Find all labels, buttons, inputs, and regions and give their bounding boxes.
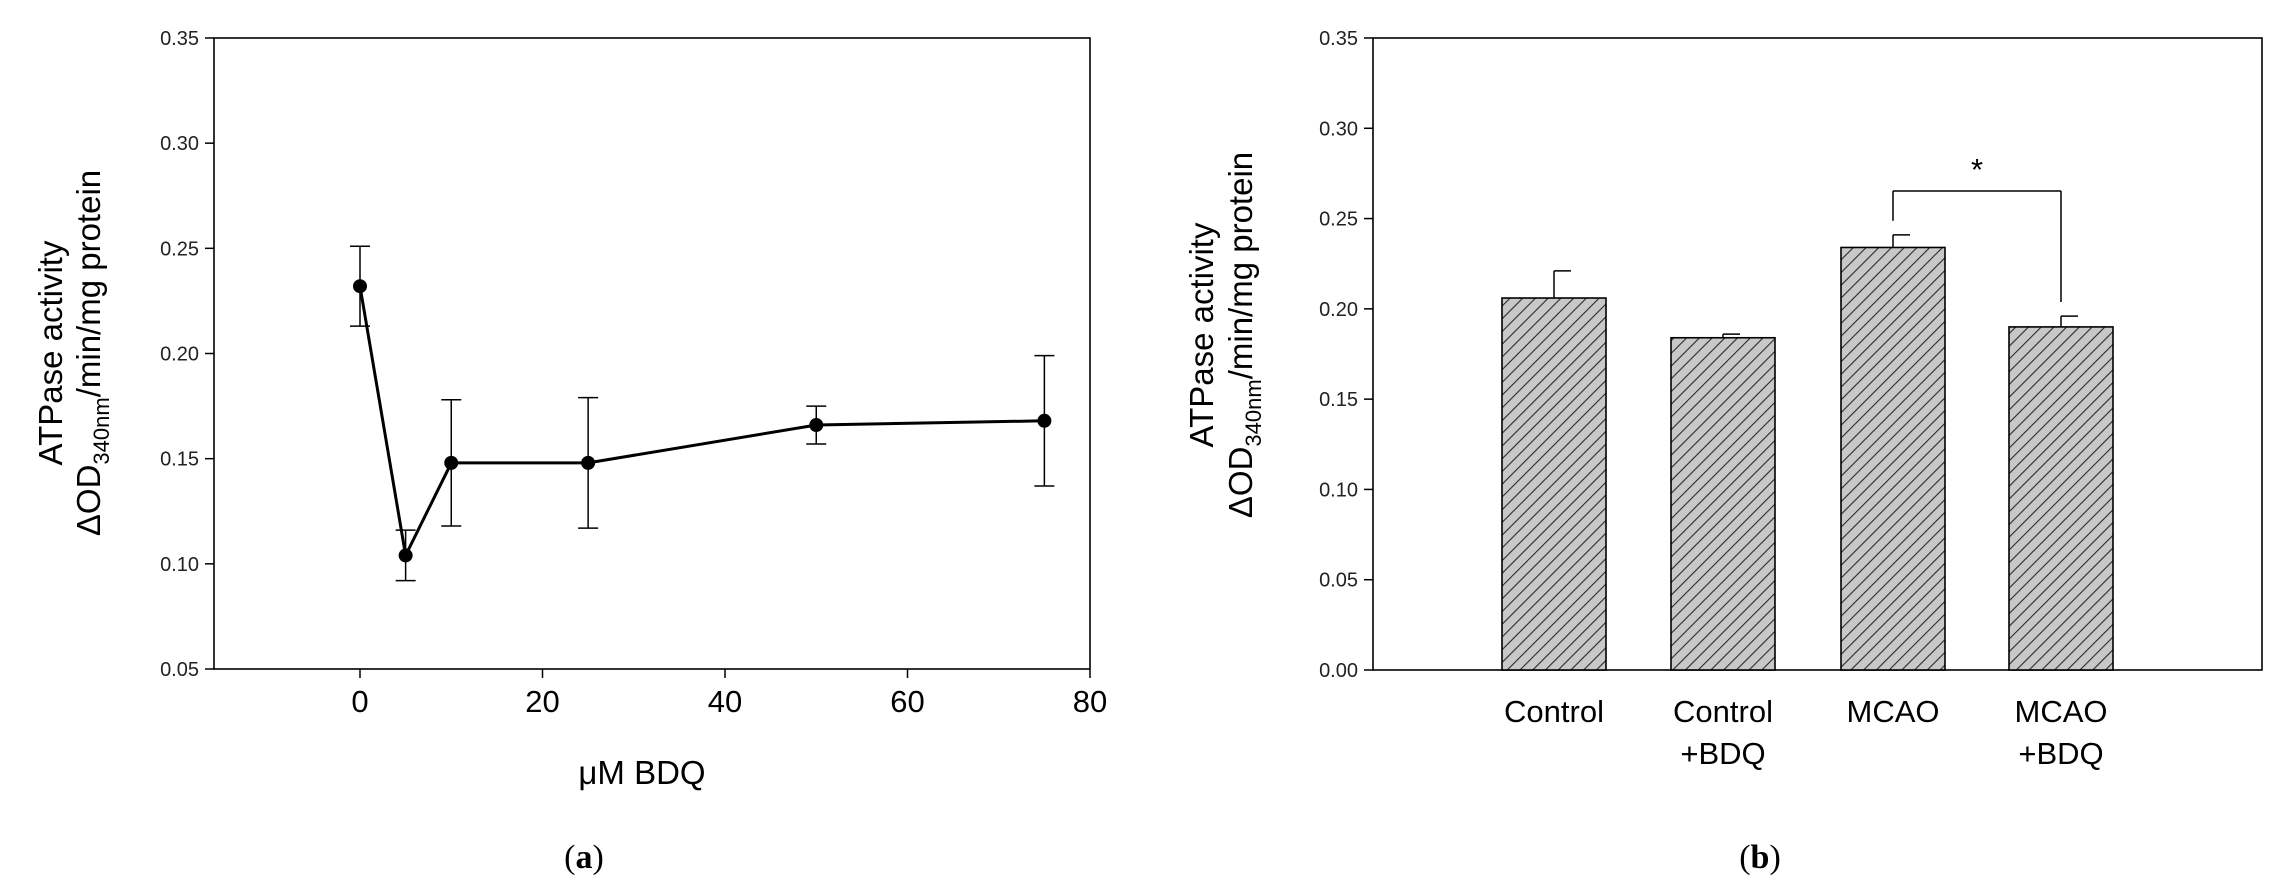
chart-a-plot-frame: [213, 37, 1091, 670]
chart-a-ytick-label: 0.35: [160, 28, 199, 50]
chart-b-bar: [1840, 246, 1946, 671]
chart-a-data-point: [809, 418, 824, 433]
chart-a-xtick-label: 20: [525, 684, 559, 719]
chart-b-category-label: MCAO: [1847, 694, 1940, 729]
chart-a-ytick-label: 0.10: [160, 554, 199, 576]
chart-b-y-axis: 0.00 0.05 0.10 0.15 0.20 0.25 0.30 0.35: [1319, 28, 1373, 682]
chart-b-category-label: Control: [1673, 694, 1773, 729]
chart-b-x-axis: Control Control +BDQ MCAO MCAO +BDQ: [1504, 694, 2107, 771]
chart-b-ylabel-line2: ΔOD340nm/min/mg protein: [1222, 152, 1266, 518]
chart-b-bar: [1501, 297, 1607, 671]
chart-a-ytick-label: 0.15: [160, 449, 199, 471]
chart-a-data-point: [444, 455, 459, 470]
chart-a-ytick-label: 0.20: [160, 344, 199, 366]
chart-a-xtick-label: 80: [1073, 684, 1107, 719]
panel-label-b: (b): [1739, 839, 1781, 876]
chart-b-annotation: *: [1892, 152, 2062, 303]
panel-label-a: (a): [564, 839, 604, 876]
chart-a-ylabel-line2: ΔOD340nm/min/mg protein: [70, 170, 114, 536]
chart-b-bar: [2008, 326, 2114, 671]
chart-b-category-label: Control: [1504, 694, 1604, 729]
chart-a-xtick-label: 60: [890, 684, 924, 719]
chart-b-ytick-label: 0.30: [1319, 118, 1358, 140]
chart-a-data-point: [398, 548, 413, 563]
chart-a-ytick-label: 0.30: [160, 133, 199, 155]
chart-a: 0.05 0.10 0.15 0.20 0.25 0.30 0.35 0 20 40 60 80 A…: [32, 28, 1107, 876]
chart-b-category-label: +BDQ: [1680, 736, 1765, 771]
chart-b-significance-label: *: [1971, 152, 1983, 187]
chart-a-ylabel-line1: ATPase activity: [32, 240, 69, 465]
chart-b-ytick-label: 0.10: [1319, 479, 1358, 501]
chart-a-data-point: [353, 279, 367, 294]
chart-b-bars: [1501, 234, 2114, 671]
chart-b-plot-frame: [1372, 37, 2263, 671]
chart-a-ytick-label: 0.25: [160, 238, 199, 260]
chart-a-data-point: [581, 455, 596, 470]
chart-b-category-label: +BDQ: [2018, 736, 2103, 771]
chart-a-xtick-label: 0: [351, 684, 368, 719]
chart-a-series: [350, 245, 1055, 582]
chart-b-ytick-label: 0.00: [1319, 660, 1358, 682]
chart-a-y-axis: 0.05 0.10 0.15 0.20 0.25 0.30 0.35: [160, 28, 214, 681]
chart-a-xlabel: μM BDQ: [578, 754, 705, 791]
chart-a-xtick-label: 40: [708, 684, 742, 719]
chart-b-category-label: MCAO: [2015, 694, 2108, 729]
chart-b: 0.00 0.05 0.10 0.15 0.20 0.25 0.30 0.35 * Contr…: [1183, 28, 2263, 876]
chart-b-ytick-label: 0.35: [1319, 28, 1358, 50]
chart-a-series-line: [358, 285, 1045, 561]
chart-b-ylabel-line1: ATPase activity: [1183, 222, 1220, 447]
chart-b-ytick-label: 0.20: [1319, 299, 1358, 321]
chart-b-ytick-label: 0.15: [1319, 389, 1358, 411]
chart-b-bar: [1670, 336, 1776, 671]
chart-a-ytick-label: 0.05: [160, 659, 199, 681]
chart-a-x-axis: 0 20 40 60 80: [351, 669, 1107, 719]
chart-a-data-point: [1037, 413, 1052, 428]
chart-b-ytick-label: 0.25: [1319, 209, 1358, 231]
chart-b-ytick-label: 0.05: [1319, 570, 1358, 592]
